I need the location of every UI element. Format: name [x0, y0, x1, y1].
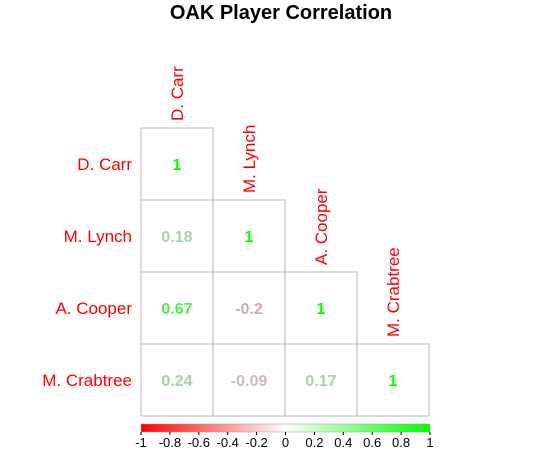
colorbar-tick-label: 0.4 [334, 435, 352, 450]
cell-value-label: 0.24 [161, 373, 192, 390]
colorbar-tick-label: -0.4 [216, 435, 238, 450]
cell-value-label: 1 [317, 301, 326, 318]
colorbar: -1 -0.8 -0.6 -0.4 -0.2 0 0.2 0.4 0.6 0.8 1 [135, 423, 434, 450]
colorbar-tick-label: 0.6 [363, 435, 381, 450]
colorbar-tick-label: -0.2 [245, 435, 267, 450]
cell-value-label: 1 [389, 373, 398, 390]
row-label: M. Lynch [64, 227, 132, 246]
cell-value-label: 0.67 [161, 301, 192, 318]
heatmap-cell [212, 271, 286, 345]
row-label: D. Carr [77, 155, 132, 174]
colorbar-tick-label: 1 [426, 435, 433, 450]
chart-title: OAK Player Correlation [170, 2, 392, 24]
heatmap-cell [140, 127, 214, 201]
colorbar-tick-label: -0.6 [188, 435, 210, 450]
colorbar-tick-label: 0 [282, 435, 289, 450]
column-label: M. Crabtree [384, 247, 403, 337]
column-label: A. Cooper [312, 188, 331, 265]
cell-value-label: 1 [245, 229, 254, 246]
axis-labels: D. Carr M. Lynch A. Cooper M. Crabtree D. Ca… [42, 66, 403, 390]
heatmap-cell [140, 199, 214, 273]
colorbar-tick-label: -0.8 [159, 435, 181, 450]
heatmap-cell [212, 199, 286, 273]
row-label: M. Crabtree [42, 371, 132, 390]
heatmap-cell [140, 343, 214, 417]
cell-value-label: -0.09 [231, 373, 268, 390]
cell-value-label: 0.18 [161, 229, 192, 246]
heatmap-cell [140, 271, 214, 345]
colorbar-tick-label: 0.8 [392, 435, 410, 450]
column-label: D. Carr [168, 66, 187, 121]
colorbar-tick-label: -1 [135, 435, 147, 450]
cell-value-label: -0.2 [235, 301, 263, 318]
colorbar-tick-label: 0.2 [305, 435, 323, 450]
cell-value-label: 0.17 [305, 373, 336, 390]
colorbar-gradient [140, 423, 431, 433]
heatmap-cell [212, 343, 286, 417]
column-label: M. Lynch [240, 125, 259, 193]
heatmap-cell [284, 271, 358, 345]
heatmap-cell [356, 343, 430, 417]
cell-value-label: 1 [173, 157, 182, 174]
row-label: A. Cooper [55, 299, 132, 318]
heatmap-grid: 1 0.18 1 0.67 -0.2 1 0.24 -0.09 0.17 1 [140, 127, 430, 417]
